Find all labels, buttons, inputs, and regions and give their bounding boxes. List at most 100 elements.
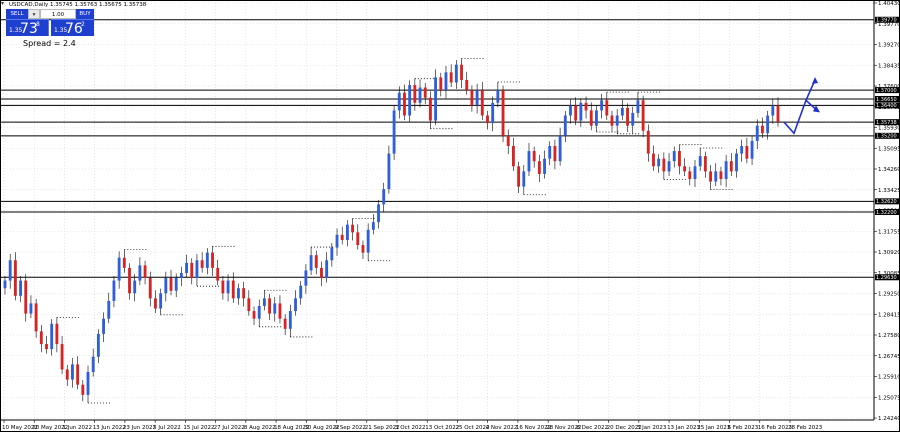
candle-bullish	[288, 311, 292, 329]
x-tick-label: 5 Jul 2022	[153, 425, 181, 431]
candle-bullish	[107, 300, 111, 319]
candle-bearish	[351, 224, 355, 233]
candle-bearish	[745, 145, 749, 159]
volume-field[interactable]: 1.00	[40, 9, 76, 19]
candle-bullish	[19, 280, 22, 296]
candle-bullish	[174, 278, 178, 291]
candle-bullish	[195, 260, 199, 279]
candle-bullish	[226, 280, 230, 294]
horizontal-levels	[1, 19, 874, 278]
y-tick-label: 1.25075	[878, 395, 900, 401]
level-price-box	[875, 102, 899, 109]
candle-bearish	[584, 102, 588, 111]
sell-button[interactable]: SELL	[6, 9, 28, 19]
candle-bullish	[444, 72, 448, 91]
candle-bearish	[646, 130, 650, 154]
x-tick-label: 13 Jun 2022	[93, 425, 126, 431]
y-tick-label: 1.39270	[878, 43, 900, 49]
y-tick-label: 1.35930	[878, 126, 900, 132]
y-tick-label: 1.39770	[878, 22, 900, 28]
candle-bullish	[345, 224, 349, 240]
level-price-label: 1.32620	[876, 199, 897, 205]
candle-bearish	[470, 90, 474, 106]
candle-bullish	[558, 135, 562, 162]
chart-menu-icon[interactable]: ▾	[1, 0, 5, 7]
y-tick-label: 1.30085	[878, 271, 900, 277]
ask-price-big: 76	[65, 21, 83, 37]
level-price-box	[875, 132, 899, 139]
candle-bearish	[501, 90, 505, 136]
y-tick-label: 1.28415	[878, 312, 900, 318]
candle-bearish	[320, 267, 323, 279]
candle-bullish	[371, 222, 375, 230]
candle-bearish	[76, 364, 80, 385]
arrowhead-icon	[812, 76, 818, 84]
candle-bearish	[283, 318, 287, 329]
candle-bullish	[735, 153, 738, 172]
candle-bullish	[543, 158, 546, 174]
volume-dropdown-icon[interactable]: ▾	[28, 9, 40, 19]
candle-bullish	[496, 90, 500, 103]
level-price-box	[875, 274, 899, 281]
candle-bearish	[719, 171, 723, 179]
x-tick-label: 30 Aug 2022	[304, 425, 339, 431]
candle-bullish	[304, 270, 308, 286]
y-tick-label: 1.30920	[878, 250, 900, 256]
x-tick-label: 23 Jun 2022	[123, 425, 156, 431]
candle-bearish	[465, 79, 469, 91]
y-tick-label: 1.27580	[878, 333, 900, 339]
candle-bullish	[387, 153, 391, 190]
x-tick-label: 8 Dec 2022	[576, 425, 608, 431]
candle-bullish	[179, 272, 183, 279]
candle-bearish	[553, 145, 557, 162]
candle-bullish	[382, 189, 386, 205]
level-price-box	[875, 198, 899, 205]
candle-bullish	[112, 280, 116, 301]
candle-bearish	[428, 97, 432, 121]
candle-bullish	[29, 303, 33, 314]
candle-bullish	[50, 323, 54, 350]
y-tick-label: 1.25910	[878, 375, 900, 381]
buy-button[interactable]: BUY	[76, 9, 94, 19]
bid-price-box[interactable]: 1.35 73 8	[6, 19, 49, 37]
x-tick-label: 25 Jan 2023	[697, 425, 730, 431]
symbol-title: USDCAD,Daily 1.35745 1.35763 1.35675 1.3…	[9, 2, 147, 8]
level-price-label: 1.29630	[876, 275, 897, 281]
ask-price-small: 1.35	[54, 27, 68, 34]
price-axis[interactable]: 1.404301.397701.392701.384351.376001.367…	[873, 0, 900, 422]
level-price-label: 1.39770	[876, 18, 897, 24]
forecast-arrows	[783, 76, 820, 135]
candle-bullish	[185, 262, 189, 273]
candle-bullish	[262, 298, 266, 306]
candle-bullish	[766, 115, 770, 134]
x-tick-label: 20 May 2022	[32, 425, 68, 431]
ask-price-box[interactable]: 1.35 76 2	[51, 19, 94, 37]
candle-bullish	[672, 151, 676, 162]
candle-bullish	[667, 161, 671, 172]
candle-bullish	[569, 105, 572, 116]
candle-bearish	[683, 166, 687, 172]
candle-bullish	[755, 125, 759, 141]
candle-bullish	[491, 102, 495, 124]
candle-bearish	[356, 232, 360, 246]
candle-bullish	[434, 77, 438, 121]
candle-bullish	[299, 285, 303, 299]
candle-bearish	[532, 151, 536, 162]
candle-bearish	[216, 267, 220, 281]
candle-bearish	[211, 252, 214, 268]
candle-bearish	[506, 135, 510, 146]
candle-bearish	[268, 298, 272, 314]
candle-bearish	[60, 344, 64, 370]
candle-bearish	[423, 87, 427, 98]
y-tick-label: 1.24240	[878, 416, 900, 422]
level-price-box	[875, 209, 899, 216]
level-price-label: 1.35200	[876, 134, 897, 140]
x-tick-label: 6 Feb 2023	[728, 425, 759, 431]
candle-bearish	[537, 161, 541, 174]
candle-bullish	[294, 298, 297, 312]
candles	[3, 58, 780, 403]
